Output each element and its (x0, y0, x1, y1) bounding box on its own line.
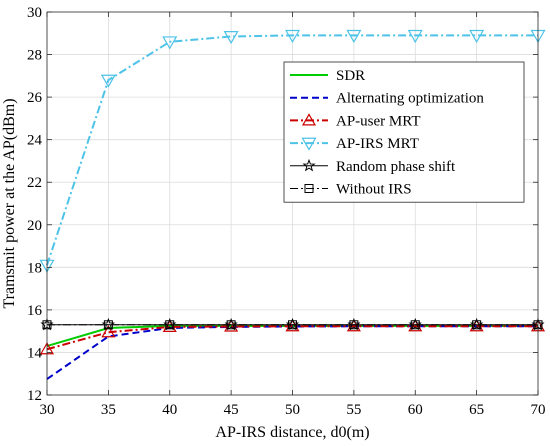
legend-label: AP-user MRT (336, 113, 421, 129)
y-tick-label: 20 (27, 218, 42, 234)
data-point-without-irs (410, 320, 420, 330)
x-tick-label: 55 (346, 402, 361, 418)
data-point-ap-irs-mrt (223, 30, 239, 45)
y-tick-label: 22 (27, 175, 42, 191)
legend-item-alternating-optimization: Alternating optimization (290, 91, 484, 107)
legend-box (283, 61, 525, 203)
data-point-without-irs (288, 320, 297, 330)
y-tick-label: 12 (27, 388, 42, 404)
data-point-without-irs (226, 320, 236, 330)
legend-label: Alternating optimization (336, 91, 484, 107)
legend-label: Without IRS (336, 182, 412, 198)
axis-ticks: 30 35 40 45 50 55 60 65 70 12 14 16 18 20 22 24 26 28 30 (27, 5, 546, 418)
y-tick-label: 16 (27, 303, 43, 319)
series-group (39, 29, 546, 380)
data-point-without-irs (472, 320, 482, 330)
legend: SDR Alternating optimization AP-user MRT AP… (283, 61, 525, 203)
legend-marker (301, 137, 317, 151)
data-point-ap-user-mrt (346, 319, 361, 332)
y-axis-label: Tramsmit power at the AP(dBm) (1, 98, 18, 308)
data-point-ap-user-mrt (408, 319, 423, 332)
series-line-ap-irs-mrt (46, 34, 538, 266)
x-tick-label: 45 (224, 402, 239, 418)
data-point-ap-irs-mrt (162, 36, 178, 50)
data-point-without-irs (349, 320, 359, 330)
legend-label: Random phase shift (336, 159, 456, 175)
data-point-ap-irs-mrt (100, 74, 116, 88)
data-point-ap-user-mrt (224, 319, 239, 332)
legend-item-sdr: SDR (290, 68, 365, 84)
y-tick-label: 18 (27, 260, 42, 276)
legend-item-ap-user-mrt: AP-user MRT (290, 113, 421, 129)
data-point-without-irs (165, 320, 175, 330)
legend-item-without-irs: Without IRS (290, 182, 412, 198)
x-tick-label: 35 (101, 402, 116, 418)
y-tick-label: 30 (27, 5, 42, 21)
legend-label: SDR (336, 68, 365, 84)
data-point-ap-user-mrt (101, 325, 116, 338)
legend-item-ap-irs-mrt: AP-IRS MRT (290, 136, 419, 152)
series-line-ap-user-mrt (46, 325, 538, 351)
data-point-ap-irs-mrt (407, 29, 423, 44)
y-tick-label: 28 (27, 48, 42, 64)
data-point-without-irs (103, 320, 113, 330)
x-tick-label: 30 (40, 402, 55, 418)
y-tick-label: 26 (27, 90, 43, 106)
y-tick-label: 24 (27, 133, 43, 149)
data-point-ap-user-mrt (285, 319, 300, 332)
x-tick-label: 50 (285, 402, 300, 418)
data-point-ap-irs-mrt (284, 29, 301, 44)
legend-marker (304, 184, 314, 193)
legend-marker (302, 158, 316, 172)
legend-item-random-phase-shift: Random phase shift (290, 159, 456, 175)
x-tick-label: 60 (408, 402, 423, 418)
x-tick-label: 40 (162, 402, 177, 418)
y-tick-label: 14 (27, 345, 43, 361)
legend-marker (301, 113, 317, 126)
data-point-ap-irs-mrt (346, 29, 362, 44)
data-point-ap-irs-mrt (469, 29, 485, 44)
x-tick-label: 65 (469, 402, 484, 418)
x-tick-label: 70 (531, 402, 546, 418)
data-point-ap-user-mrt (162, 319, 177, 333)
data-point-ap-user-mrt (469, 319, 484, 332)
legend-label: AP-IRS MRT (336, 136, 419, 152)
x-axis-label: AP-IRS distance, d0(m) (215, 424, 369, 441)
